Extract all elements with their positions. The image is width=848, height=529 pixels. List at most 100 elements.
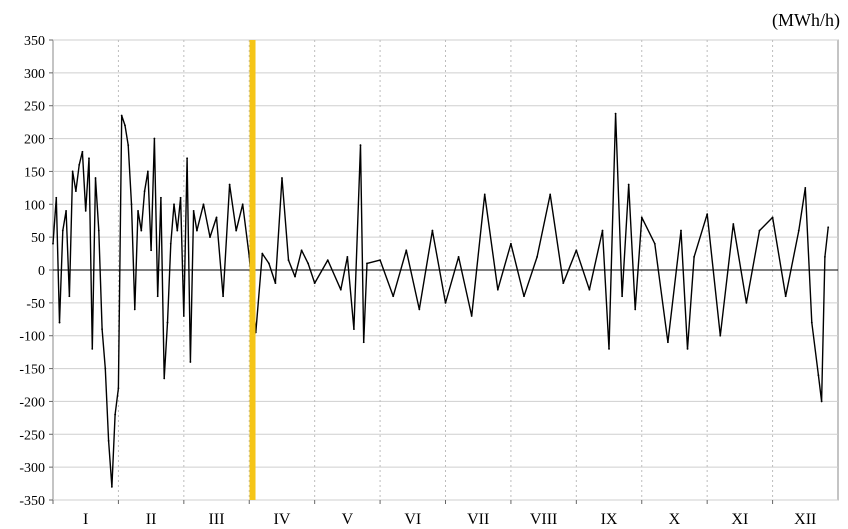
data-point (634, 308, 637, 311)
data-point (176, 229, 179, 232)
data-point (228, 183, 231, 186)
x-tick-label: XII (794, 511, 816, 528)
data-point (784, 295, 787, 298)
y-tick-label: -350 (19, 494, 45, 509)
data-point (182, 315, 185, 317)
data-point (166, 321, 169, 324)
data-point (179, 196, 182, 199)
data-point (163, 377, 166, 380)
marker-layer (249, 40, 256, 500)
data-point (94, 177, 97, 179)
data-point (686, 347, 689, 350)
data-point (153, 137, 156, 140)
data-point (667, 341, 669, 344)
data-point (706, 213, 709, 216)
data-point (797, 229, 800, 232)
x-tick-label: V (342, 511, 354, 528)
data-point (117, 387, 120, 390)
x-tick-label: XI (731, 511, 748, 528)
data-point (58, 321, 61, 324)
data-point (614, 112, 617, 115)
data-point (470, 315, 473, 317)
data-point (483, 193, 486, 196)
data-point (91, 347, 94, 350)
data-point (107, 439, 110, 442)
data-point (418, 308, 421, 311)
x-tick-label: X (669, 511, 681, 528)
data-point (150, 249, 153, 252)
data-point (353, 328, 355, 331)
data-point (192, 209, 195, 212)
data-point (189, 361, 192, 363)
data-point (627, 183, 630, 186)
data-point (137, 209, 139, 212)
data-point (824, 255, 826, 258)
data-point (431, 229, 434, 232)
data-point (267, 262, 270, 265)
data-point (81, 150, 84, 153)
data-point (804, 186, 807, 189)
data-point (294, 275, 296, 278)
data-point (61, 229, 64, 232)
x-tick-label: VIII (530, 511, 558, 528)
data-point (588, 288, 591, 291)
data-point (235, 229, 238, 232)
data-point (88, 157, 90, 160)
x-tick-label: I (83, 511, 88, 528)
data-point (771, 216, 774, 219)
y-tick-label: 100 (24, 198, 45, 213)
data-point (307, 262, 310, 265)
series-layer (52, 112, 830, 488)
data-point (71, 170, 74, 173)
data-point (640, 216, 643, 219)
data-point (346, 255, 349, 258)
data-point (287, 259, 290, 262)
data-point (65, 209, 67, 212)
data-point (575, 249, 578, 252)
data-point (196, 229, 198, 232)
data-point (719, 334, 722, 337)
data-point (457, 255, 460, 258)
data-point (146, 170, 149, 173)
data-point (202, 203, 205, 206)
data-point (608, 347, 610, 350)
x-tick-label: IX (601, 511, 618, 528)
data-point (392, 295, 395, 298)
data-point (732, 223, 735, 225)
data-point (601, 229, 604, 232)
data-point (653, 242, 656, 245)
data-point (827, 226, 830, 229)
data-point (339, 288, 342, 291)
data-point (745, 301, 748, 304)
y-tick-label: 0 (38, 264, 45, 279)
data-point (52, 242, 54, 245)
data-point (496, 288, 499, 291)
data-point (817, 374, 820, 377)
data-point (215, 216, 218, 219)
data-point (621, 295, 624, 298)
y-tick-label: -300 (19, 461, 45, 476)
data-point (680, 229, 682, 232)
data-point (156, 295, 159, 298)
data-point (366, 262, 368, 265)
data-point (130, 203, 133, 206)
x-tick-label: II (146, 511, 157, 528)
axis-layer: 350 300 250 200 150 100 50 0 -50 -100 -150 -200 -250… (19, 34, 816, 528)
data-point (110, 485, 113, 488)
x-tick-label: IV (274, 511, 291, 528)
data-point (169, 242, 172, 245)
data-point (74, 190, 77, 193)
data-point (261, 252, 264, 255)
data-point (101, 328, 103, 331)
y-tick-label: 300 (24, 67, 45, 82)
y-tick-label: 50 (31, 231, 45, 246)
y-tick-label: 350 (24, 34, 45, 49)
data-point (78, 163, 81, 166)
data-point (173, 203, 175, 206)
data-point (359, 144, 362, 147)
y-tick-label: 250 (24, 100, 45, 115)
data-point (281, 177, 283, 179)
unit-label: (MWh/h) (772, 10, 840, 30)
